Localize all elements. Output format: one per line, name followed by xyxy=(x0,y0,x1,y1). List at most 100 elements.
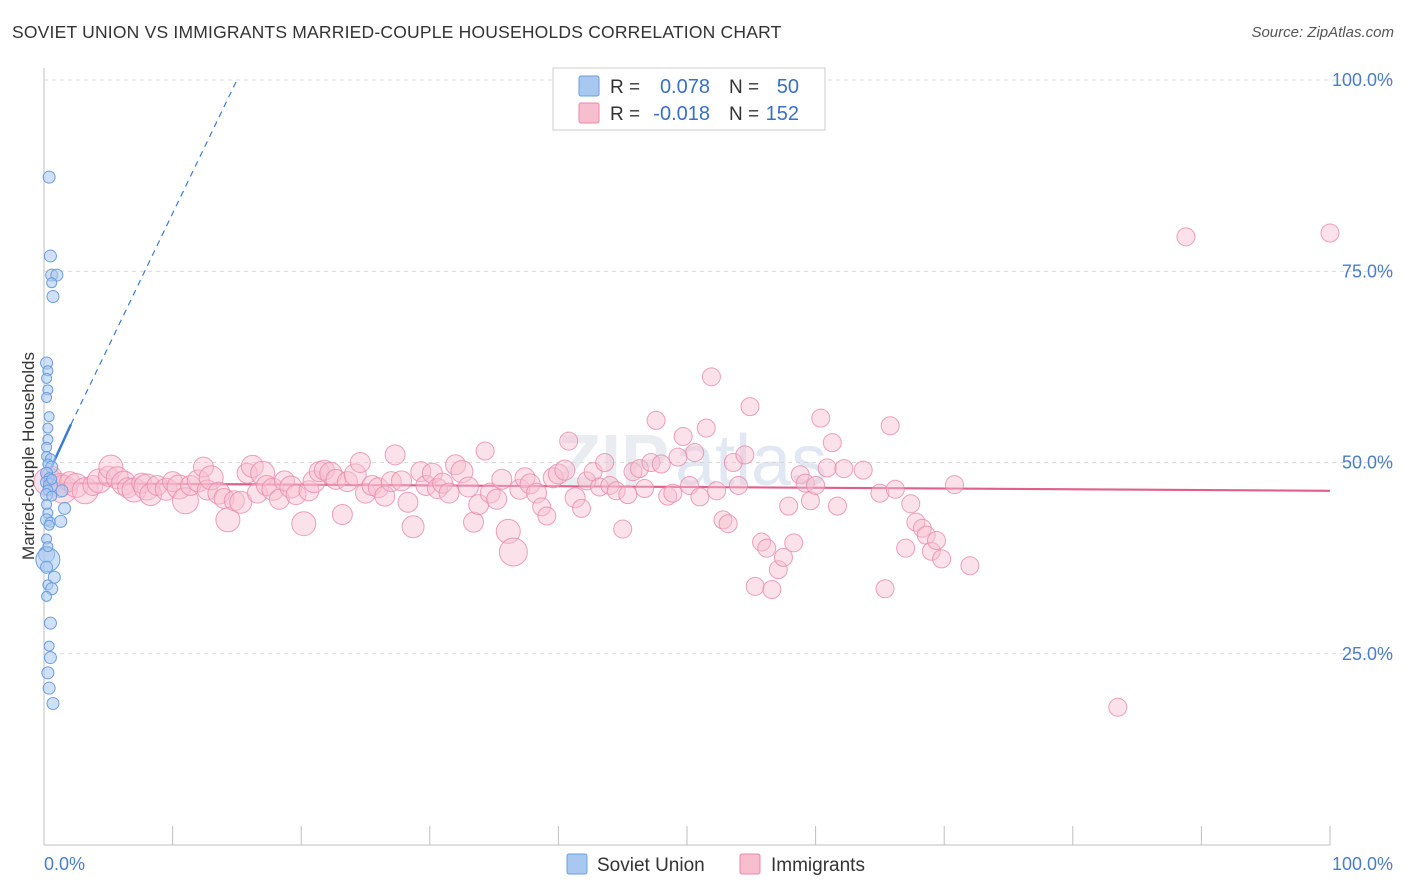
legend-n-label-soviet: N = xyxy=(729,77,759,98)
immigrants-point xyxy=(336,471,358,493)
immigrants-point xyxy=(752,532,772,552)
immigrants-point xyxy=(926,531,946,551)
y-axis-title: Married-couple Households xyxy=(19,352,38,560)
immigrants-point xyxy=(595,453,615,472)
immigrants-point xyxy=(728,475,748,495)
immigrants-point xyxy=(690,487,710,507)
immigrants-point xyxy=(572,498,592,518)
immigrants-point xyxy=(822,433,842,453)
immigrants-point xyxy=(166,474,192,500)
immigrants-point xyxy=(853,460,873,480)
immigrants-point xyxy=(432,472,454,494)
immigrants-point xyxy=(932,549,952,569)
soviet-union-point xyxy=(55,484,69,498)
immigrants-point xyxy=(779,496,799,516)
immigrants-point xyxy=(532,497,552,517)
immigrants-point xyxy=(757,538,777,558)
immigrants-point xyxy=(701,367,721,387)
immigrants-point xyxy=(960,556,980,576)
soviet-union-point xyxy=(41,666,55,680)
legend-r-value-immigrants: -0.018 xyxy=(653,103,710,125)
bottom-legend-swatch-soviet xyxy=(566,853,588,875)
immigrants-point xyxy=(486,488,508,510)
soviet-union-point xyxy=(46,696,60,710)
immigrants-point xyxy=(635,479,655,499)
immigrants-point xyxy=(261,477,285,501)
immigrants-point xyxy=(171,487,199,515)
immigrants-point xyxy=(291,511,317,537)
immigrants-point xyxy=(773,547,793,567)
immigrants-point xyxy=(498,537,528,567)
immigrants-point xyxy=(806,475,826,495)
y-tick-labels: 25.0% 50.0% 75.0% 100.0% xyxy=(1332,70,1393,664)
immigrants-point xyxy=(1176,227,1196,247)
bottom-legend-swatch-immigrants xyxy=(739,853,761,875)
soviet-union-point xyxy=(43,519,55,531)
soviet-union-point xyxy=(43,411,55,423)
immigrants-point xyxy=(745,576,765,596)
x-tick-label-start: 0.0% xyxy=(44,854,85,874)
immigrants-point xyxy=(740,397,760,417)
soviet-union-point xyxy=(41,590,53,602)
grid-lines xyxy=(44,79,1393,655)
legend-swatch-immigrants xyxy=(578,102,600,124)
immigrants-point xyxy=(817,458,837,478)
immigrants-point xyxy=(663,483,683,503)
soviet-union-point xyxy=(42,170,56,184)
immigrants-point xyxy=(479,482,501,504)
immigrants-point xyxy=(391,470,413,492)
soviet-union-point xyxy=(54,514,68,528)
soviet-union-point xyxy=(46,289,60,303)
immigrants-point xyxy=(696,418,716,438)
immigrants-point xyxy=(723,453,743,472)
legend-r-label-immigrants: R = xyxy=(610,104,640,125)
immigrants-point xyxy=(921,541,941,561)
soviet-union-point xyxy=(58,501,72,515)
soviet-union-points xyxy=(35,170,72,710)
immigrants-point xyxy=(509,478,531,500)
immigrants-point xyxy=(896,538,916,558)
immigrants-point xyxy=(600,475,620,495)
soviet-union-point xyxy=(40,560,54,574)
immigrants-point xyxy=(613,519,633,539)
immigrants-point xyxy=(880,416,900,436)
immigrants-point xyxy=(162,471,184,493)
soviet-union-point xyxy=(41,372,53,384)
immigrants-point xyxy=(658,486,678,506)
immigrants-point xyxy=(554,459,576,481)
immigrants-point xyxy=(475,441,495,461)
soviet-union-point xyxy=(46,277,58,289)
immigrants-point xyxy=(229,490,253,514)
immigrants-point xyxy=(606,481,626,501)
soviet-union-point xyxy=(42,681,56,695)
legend-r-label-soviet: R = xyxy=(610,77,640,98)
immigrants-point xyxy=(349,452,371,473)
immigrants-point xyxy=(438,482,460,504)
soviet-union-point xyxy=(46,490,58,502)
immigrants-point xyxy=(629,459,649,479)
immigrants-point xyxy=(313,459,335,481)
immigrants-point xyxy=(196,479,218,501)
immigrants-point xyxy=(331,504,353,526)
immigrants-point xyxy=(685,443,705,463)
soviet-union-point xyxy=(43,249,57,263)
immigrants-point xyxy=(537,506,557,526)
y-tick-label-25: 25.0% xyxy=(1342,644,1393,664)
immigrants-point xyxy=(410,461,432,483)
immigrants-point xyxy=(827,496,847,516)
immigrants-point xyxy=(186,469,210,493)
immigrants-point xyxy=(618,485,638,505)
immigrants-point xyxy=(651,454,671,474)
immigrants-point xyxy=(384,444,406,466)
legend-n-value-immigrants: 152 xyxy=(766,103,799,125)
y-tick-label-75: 75.0% xyxy=(1342,261,1393,281)
bottom-legend-label-immigrants: Immigrants xyxy=(771,855,865,876)
immigrants-point xyxy=(463,511,485,533)
immigrants-point xyxy=(713,510,733,530)
soviet-union-trend-extended xyxy=(70,79,238,425)
soviet-union-point xyxy=(42,541,54,553)
soviet-union-point xyxy=(43,651,57,665)
immigrants-points xyxy=(33,223,1340,717)
immigrants-point xyxy=(192,456,214,478)
legend-swatch-soviet xyxy=(578,75,600,97)
